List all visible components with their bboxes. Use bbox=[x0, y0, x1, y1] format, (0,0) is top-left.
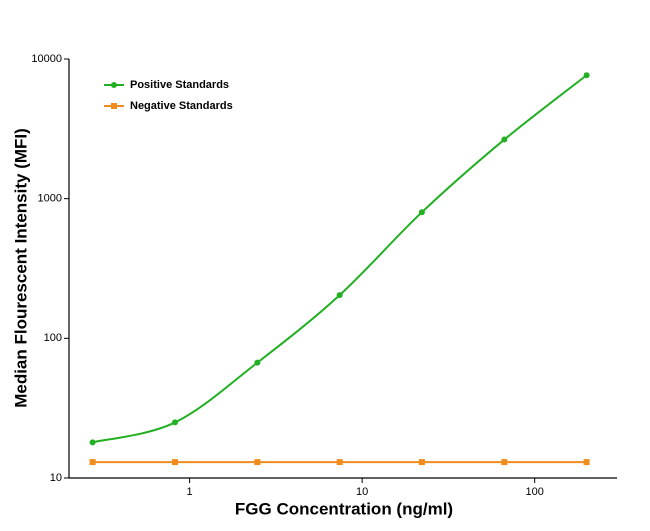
marker bbox=[89, 459, 96, 466]
y-tick-label: 100 bbox=[44, 332, 62, 344]
y-tick-label: 1000 bbox=[38, 193, 62, 205]
x-tick-label: 100 bbox=[525, 486, 543, 498]
marker bbox=[172, 419, 179, 426]
x-axis-title: FGG Concentration (ng/ml) bbox=[235, 499, 453, 518]
legend-label: Negative Standards bbox=[130, 100, 233, 112]
y-tick-label: 10000 bbox=[31, 53, 62, 65]
marker bbox=[336, 459, 343, 466]
marker bbox=[501, 136, 508, 143]
series-line bbox=[92, 74, 588, 444]
marker bbox=[336, 292, 343, 299]
marker bbox=[418, 209, 425, 216]
marker bbox=[89, 439, 96, 446]
marker bbox=[501, 459, 508, 466]
legend-marker bbox=[111, 103, 117, 109]
y-axis-title: Median Flourescent Intensity (MFI) bbox=[11, 128, 30, 408]
legend-marker bbox=[111, 82, 117, 88]
marker bbox=[172, 459, 179, 466]
x-tick-label: 10 bbox=[356, 486, 368, 498]
marker bbox=[418, 459, 425, 466]
x-tick-label: 1 bbox=[187, 486, 193, 498]
y-tick-label: 10 bbox=[50, 472, 62, 484]
marker bbox=[254, 459, 261, 466]
marker bbox=[254, 359, 261, 366]
marker bbox=[583, 72, 590, 79]
legend-label: Positive Standards bbox=[130, 79, 229, 91]
marker bbox=[583, 459, 590, 466]
